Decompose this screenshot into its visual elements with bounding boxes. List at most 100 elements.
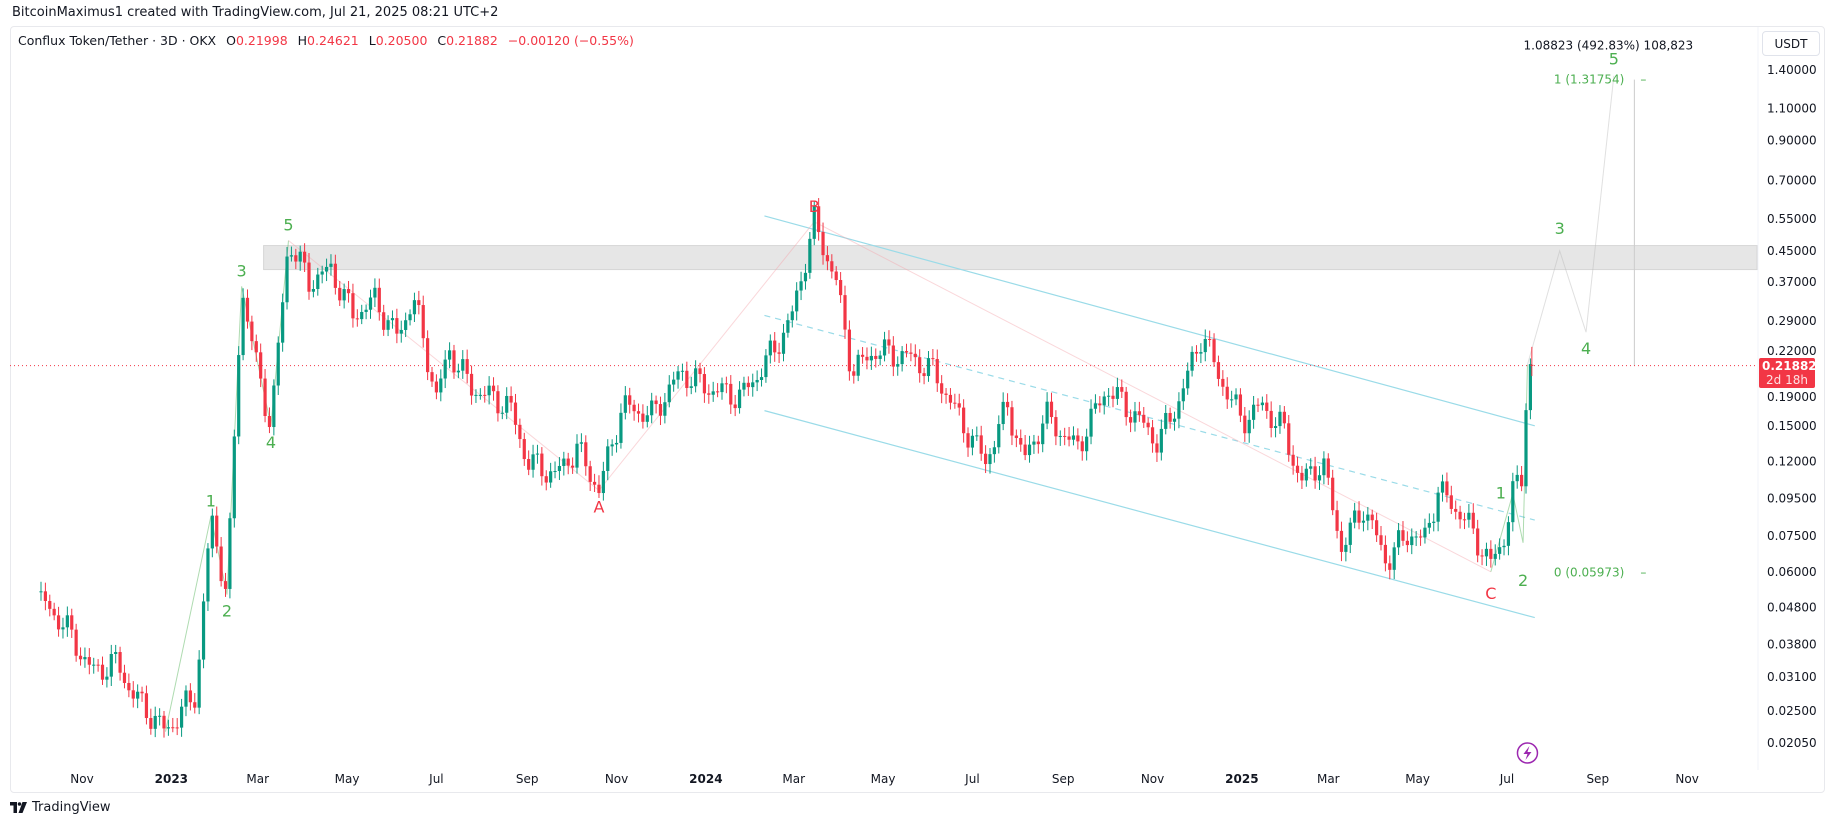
candle: [1150, 420, 1155, 453]
candle: [399, 320, 403, 343]
candle-body: [1375, 520, 1379, 536]
candle-body: [636, 411, 641, 414]
candle: [953, 393, 957, 409]
candle: [1313, 456, 1317, 489]
candle-body: [1379, 535, 1383, 545]
candle-body: [228, 518, 232, 589]
candle: [368, 289, 373, 319]
candle: [1348, 517, 1352, 554]
candle-body: [891, 345, 895, 367]
candle: [944, 388, 948, 404]
candle: [439, 369, 443, 402]
candle: [733, 394, 737, 417]
candle-body: [1309, 466, 1313, 469]
candle: [1282, 406, 1286, 429]
candle: [373, 278, 377, 308]
candle-body: [1142, 414, 1146, 423]
candle-body: [1128, 417, 1133, 423]
candle-body: [1155, 443, 1159, 453]
candle: [1036, 435, 1040, 454]
candle: [131, 681, 135, 708]
wave-path-corrective: [288, 221, 1492, 573]
candle: [1212, 333, 1216, 367]
candle: [975, 426, 979, 441]
candle-body: [179, 706, 184, 728]
candle: [1265, 394, 1269, 419]
candle-body: [496, 391, 500, 414]
candle-body: [1063, 435, 1067, 437]
candle: [333, 254, 337, 295]
candle-body: [1405, 540, 1409, 546]
candle-body: [1471, 512, 1475, 529]
candle-body: [1489, 548, 1493, 559]
candle: [1186, 362, 1190, 395]
candle: [1401, 521, 1405, 546]
candle-body: [285, 256, 289, 303]
candle-body: [1493, 553, 1497, 559]
candle-body: [351, 293, 355, 319]
candle: [48, 594, 52, 617]
candle: [571, 457, 575, 474]
resistance-zone: [263, 245, 1758, 271]
price-tick-label: 0.03100: [1767, 670, 1817, 684]
candle: [417, 290, 421, 315]
candle-body: [562, 458, 566, 466]
tradingview-logo[interactable]: TradingView: [10, 800, 111, 815]
candle-body: [1366, 514, 1370, 521]
candle-body: [329, 263, 333, 267]
candle: [1454, 500, 1458, 520]
candle: [1252, 395, 1256, 429]
candle: [1071, 426, 1076, 446]
candle: [215, 506, 219, 554]
candle-body: [518, 424, 522, 440]
candle-body: [368, 297, 373, 310]
candle-body: [614, 442, 619, 445]
candle-body: [1392, 547, 1396, 570]
candle-body: [1181, 388, 1185, 402]
candle: [825, 246, 830, 271]
candle-body: [852, 371, 856, 376]
candle: [487, 376, 491, 405]
candle-body: [245, 297, 250, 322]
candle: [298, 245, 302, 271]
candle-body: [1339, 530, 1344, 552]
candle-body: [241, 297, 245, 356]
candle: [1506, 516, 1511, 556]
candle-body: [1480, 555, 1484, 557]
candle-body: [87, 657, 91, 665]
candle-body: [412, 300, 417, 315]
symbol-legend[interactable]: Conflux Token/Tether · 3D · OKX O0.21998…: [18, 33, 634, 48]
price-tick-label: 0.90000: [1767, 133, 1817, 147]
candle-body: [1172, 418, 1177, 422]
candle: [109, 644, 113, 686]
candle-body: [210, 515, 214, 549]
candle-body: [1089, 408, 1093, 437]
candle-body: [918, 357, 922, 374]
open-label: O: [226, 33, 236, 48]
candle: [1221, 370, 1225, 396]
candle: [1418, 529, 1423, 546]
candle: [1471, 503, 1475, 534]
candle: [1005, 393, 1010, 416]
candle: [1058, 430, 1062, 446]
candle-body: [1098, 403, 1102, 406]
candle: [1344, 537, 1348, 562]
candle: [1115, 377, 1120, 405]
candle: [614, 435, 619, 453]
candle: [96, 659, 100, 672]
candle-body: [1247, 419, 1251, 434]
candle: [839, 272, 843, 303]
candle: [1256, 398, 1260, 413]
candle-body: [1528, 364, 1532, 411]
candle-body: [1194, 351, 1199, 354]
candle: [1361, 511, 1366, 532]
candle: [1405, 531, 1409, 553]
candle-body: [324, 266, 329, 272]
candle-body: [294, 255, 298, 262]
candle-body: [1317, 475, 1322, 481]
candle: [136, 684, 140, 709]
candle: [900, 346, 904, 372]
candle-body: [759, 377, 764, 380]
currency-button[interactable]: USDT: [1762, 31, 1820, 56]
